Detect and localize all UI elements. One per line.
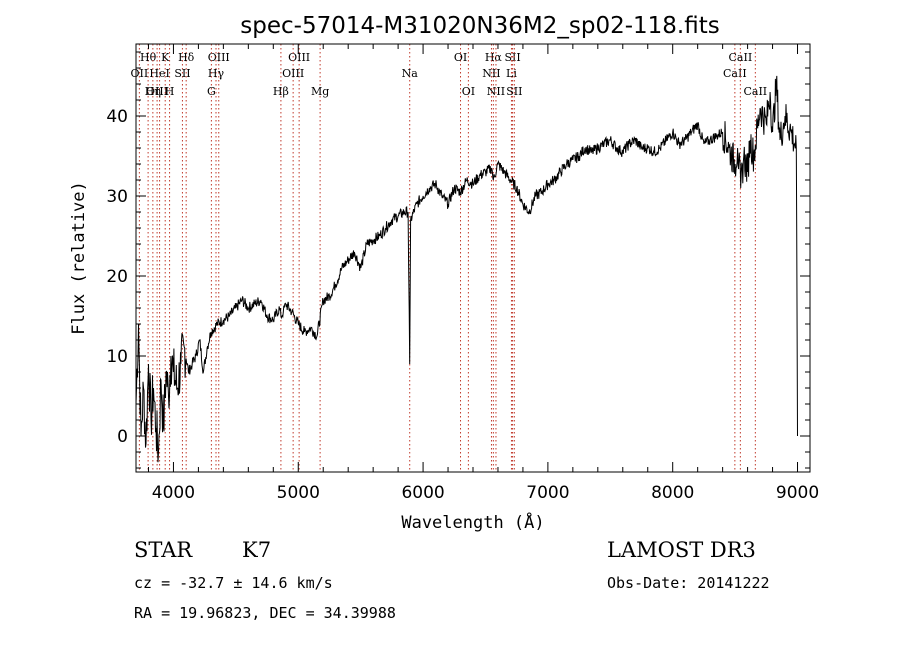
x-axis-label: Wavelength (Å) <box>401 511 544 533</box>
marker-label-0: Hθ <box>140 51 157 64</box>
x-tick-label-3: 7000 <box>526 483 569 503</box>
x-tick-label-4: 8000 <box>651 483 694 503</box>
marker-label-24: SII <box>506 85 522 98</box>
y-axis-label: Flux (relative) <box>69 181 89 335</box>
marker-label-21: NII <box>487 85 505 98</box>
object-class: STAR <box>134 538 193 562</box>
spectrum-line <box>135 75 798 463</box>
marker-label-2: OIII <box>146 85 168 98</box>
coordinates: RA = 19.96823, DEC = 34.39988 <box>134 604 396 622</box>
subclass: K7 <box>242 538 272 562</box>
line-markers: Hθ OII OIII HeI Hη K H SII Hδ OIII Hγ G OIII OIII Hβ Mg… <box>131 44 767 472</box>
y-tick-label-4: 40 <box>106 107 128 127</box>
spectrum-series <box>135 75 798 463</box>
marker-label-20: NII <box>482 67 500 80</box>
y-tick-label-1: 10 <box>106 347 128 367</box>
x-tick-label-1: 5000 <box>277 483 320 503</box>
y-tick-label-3: 30 <box>106 187 128 207</box>
marker-label-16: Na <box>402 67 419 80</box>
marker-label-11: G <box>207 85 216 98</box>
observation-date: Obs-Date: 20141222 <box>607 574 770 592</box>
marker-label-26: CaII <box>729 51 753 64</box>
marker-label-10: Hγ <box>208 67 225 80</box>
y-axis: 0 10 20 30 40 <box>106 51 810 469</box>
marker-label-27: CaII <box>743 85 767 98</box>
marker-label-12: OIII <box>288 51 310 64</box>
redshift-cz: cz = -32.7 ± 14.6 km/s <box>134 574 333 592</box>
marker-label-1: OII <box>131 67 149 80</box>
marker-label-9: OIII <box>208 51 230 64</box>
y-tick-label-0: 0 <box>117 427 128 447</box>
marker-label-8: Hδ <box>178 51 195 64</box>
marker-label-25: CaII <box>723 67 747 80</box>
marker-label-6: H <box>165 85 175 98</box>
x-tick-label-0: 4000 <box>152 483 195 503</box>
marker-label-17: OI <box>454 51 467 64</box>
x-tick-label-5: 9000 <box>776 483 819 503</box>
marker-label-5: K <box>161 51 170 64</box>
plot-frame <box>135 43 811 473</box>
marker-label-3: HeI <box>149 67 169 80</box>
marker-label-7: SII <box>174 67 190 80</box>
marker-label-4: Hη <box>145 85 161 98</box>
marker-label-15: Mg <box>311 85 329 98</box>
marker-label-23: Li <box>506 67 517 80</box>
chart-title: spec-57014-M31020N36M2_sp02-118.fits <box>240 13 719 39</box>
x-tick-label-2: 6000 <box>401 483 444 503</box>
marker-label-22: SII <box>504 51 520 64</box>
y-tick-label-2: 20 <box>106 267 128 287</box>
marker-label-14: Hβ <box>273 85 289 98</box>
survey-name: LAMOST DR3 <box>607 538 756 562</box>
marker-label-19: Hα <box>485 51 503 64</box>
x-axis: 4000 5000 6000 7000 8000 9000 <box>147 44 819 503</box>
marker-label-13: OIII <box>282 67 304 80</box>
marker-label-18: OI <box>462 85 475 98</box>
